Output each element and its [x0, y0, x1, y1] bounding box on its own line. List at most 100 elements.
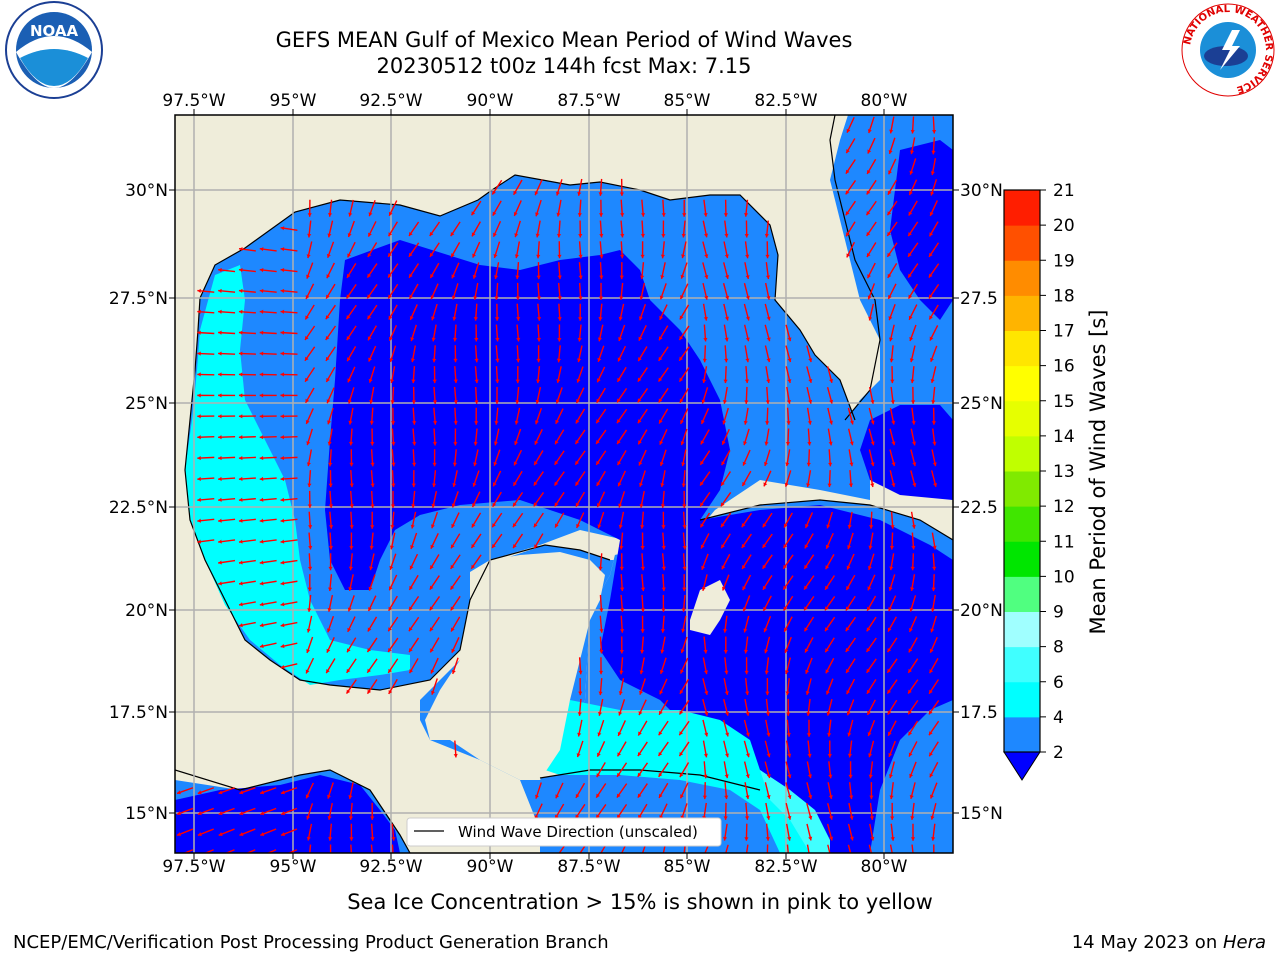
wind-arrow	[807, 428, 812, 446]
wind-arrow	[680, 636, 688, 654]
wind-arrow	[280, 393, 298, 398]
wind-arrow	[599, 241, 604, 259]
wind-arrow	[704, 844, 709, 853]
wind-arrow	[533, 492, 545, 507]
wind-arrow	[930, 179, 938, 196]
wind-arrow	[867, 116, 875, 134]
wind-arrow	[369, 407, 374, 425]
wind-arrow	[557, 324, 562, 342]
wind-arrow	[534, 179, 543, 196]
wind-arrow	[328, 470, 333, 488]
wind-arrow	[661, 220, 666, 238]
wind-arrow	[826, 511, 833, 529]
wind-arrow	[450, 595, 461, 611]
wind-arrow	[637, 388, 649, 403]
wind-arrow	[326, 615, 335, 633]
ocean-region	[890, 140, 953, 320]
wind-arrow	[554, 491, 565, 507]
wind-arrow	[408, 658, 419, 674]
wind-arrow	[452, 303, 458, 321]
wind-arrow	[620, 615, 625, 633]
lon-tick-top: 87.5°W	[557, 91, 620, 111]
wind-arrow	[866, 262, 876, 279]
wind-arrow	[432, 386, 438, 404]
wind-arrow	[765, 262, 771, 280]
colorbar-tick-label: 16	[1053, 357, 1075, 377]
wind-arrow	[910, 116, 915, 134]
wind-arrow	[889, 407, 896, 425]
wind-arrow	[743, 428, 750, 446]
wind-arrow	[197, 351, 215, 356]
wind-arrow	[723, 698, 730, 716]
wind-arrow	[765, 241, 770, 259]
wind-arrow	[783, 616, 793, 633]
wind-arrow	[744, 241, 750, 259]
wind-arrow	[408, 574, 419, 591]
wind-arrow	[429, 554, 440, 570]
wind-arrow	[556, 220, 562, 238]
wind-arrow	[451, 283, 459, 300]
wind-arrow	[408, 242, 420, 258]
wind-arrow	[367, 325, 377, 341]
wind-arrow	[828, 761, 833, 779]
wind-arrow	[867, 553, 875, 571]
lon-tick-top: 92.5°W	[359, 91, 422, 111]
wind-arrow	[450, 616, 461, 632]
wind-arrow	[640, 220, 645, 238]
wind-arrow	[203, 849, 214, 853]
wind-arrow	[391, 823, 396, 841]
wind-arrow	[238, 267, 256, 273]
wind-arrow	[928, 263, 940, 278]
wind-arrow	[536, 366, 541, 384]
wind-arrow	[599, 594, 604, 612]
wind-arrow	[889, 553, 895, 571]
wind-arrow	[516, 345, 521, 363]
wind-arrow	[474, 386, 479, 404]
wind-arrow	[280, 267, 298, 273]
wind-arrow	[658, 699, 669, 716]
axis-ticks: 97.5°W 97.5°W 95°W 95°W 92.5°W 92.5°W 90°W 90°W…	[109, 91, 1003, 877]
wind-arrow	[535, 220, 541, 238]
wind-arrow	[411, 490, 416, 508]
wind-arrow	[238, 539, 256, 544]
wind-arrow	[804, 533, 814, 549]
wind-arrow	[578, 657, 583, 675]
wind-arrow	[806, 407, 812, 425]
wind-arrow	[239, 828, 256, 836]
wind-arrow	[681, 220, 686, 238]
wind-arrow	[449, 575, 461, 590]
wind-arrow	[868, 761, 874, 779]
wind-arrow	[847, 407, 854, 425]
wind-arrow	[618, 678, 625, 696]
wind-arrow	[473, 449, 479, 467]
wind-arrow	[889, 532, 895, 550]
wind-arrow	[741, 533, 752, 549]
wind-arrow	[408, 263, 420, 279]
wind-arrow	[743, 761, 750, 779]
wind-arrow	[328, 574, 333, 592]
wind-arrow	[280, 330, 298, 335]
wind-arrow	[534, 429, 543, 445]
wind-arrow	[328, 823, 333, 841]
wind-arrow	[555, 408, 564, 425]
wind-arrow	[346, 637, 357, 653]
colorbar-label: Mean Period of Wind Waves [s]	[1086, 310, 1110, 635]
wind-arrow	[597, 511, 605, 529]
wind-arrow	[218, 539, 236, 544]
nws-logo: NATIONAL WEATHER SERVICE	[1181, 3, 1275, 97]
wind-arrow	[742, 574, 752, 591]
wind-arrow	[763, 616, 772, 633]
wind-direction-arrows	[176, 116, 940, 853]
wind-arrow	[618, 699, 626, 716]
wind-arrow	[554, 429, 565, 445]
wind-arrow	[238, 559, 256, 565]
wind-arrow	[930, 802, 937, 820]
wind-arrow	[238, 601, 256, 607]
wind-arrow	[827, 470, 832, 488]
wind-arrow	[911, 407, 916, 425]
wind-arrow	[555, 387, 563, 404]
wind-arrow	[744, 220, 749, 238]
wind-arrow	[347, 220, 355, 238]
wind-arrow	[806, 844, 810, 853]
